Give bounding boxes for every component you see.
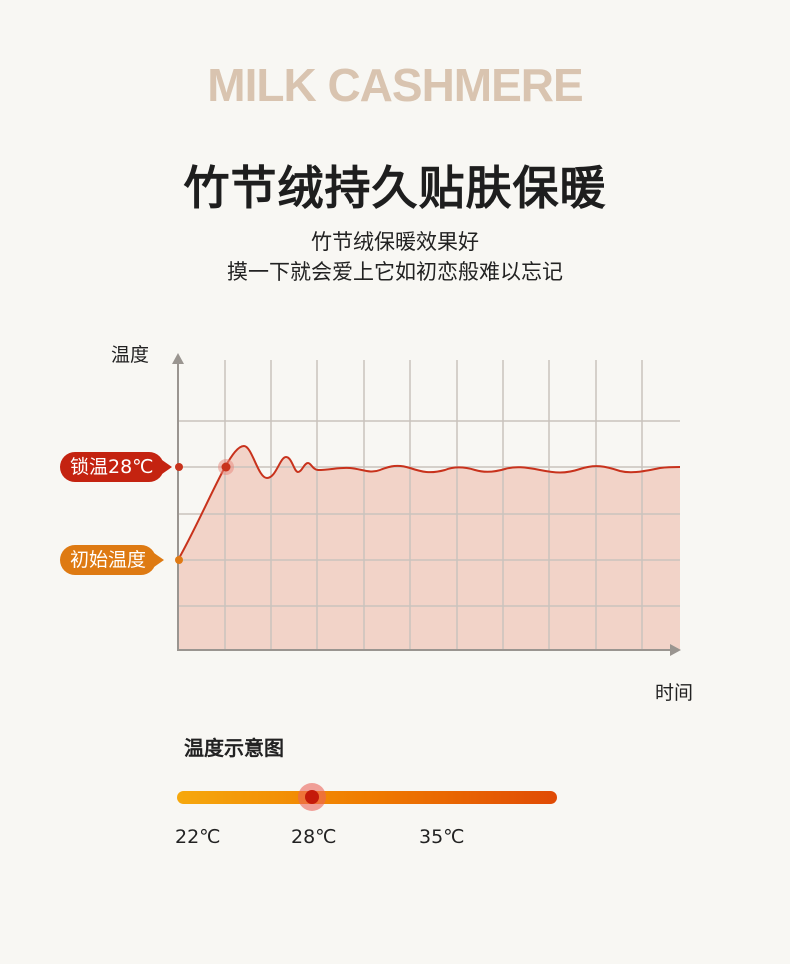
scale-title: 温度示意图 xyxy=(184,736,284,760)
lock-temperature-tag: 锁温28℃ xyxy=(60,452,171,482)
temperature-diagram xyxy=(172,353,681,656)
initial-axis-dot xyxy=(175,556,183,564)
page-title: 竹节绒持久贴肤保暖 xyxy=(183,161,607,215)
lock-axis-dot xyxy=(175,463,183,471)
brand-logo-text: MILK CASHMERE xyxy=(207,59,583,111)
x-axis-arrow-icon xyxy=(670,644,681,656)
scale-marker xyxy=(305,790,319,804)
y-axis-arrow-icon xyxy=(172,353,184,364)
scale-label-28: 28℃ xyxy=(291,826,337,848)
scale-label-22: 22℃ xyxy=(175,826,221,848)
temperature-curve xyxy=(177,444,681,561)
axes xyxy=(177,362,672,651)
x-axis-label: 时间 xyxy=(655,682,694,704)
lock-point xyxy=(221,462,231,472)
area-fill xyxy=(178,446,680,650)
temperature-scale-bar xyxy=(177,791,557,804)
y-axis-label: 温度 xyxy=(111,344,150,366)
grid-lines xyxy=(178,360,680,650)
scale-label-35: 35℃ xyxy=(419,826,465,848)
initial-temperature-tag: 初始温度 xyxy=(60,545,165,575)
subtitle-line-2: 摸一下就会爱上它如初恋般难以忘记 xyxy=(227,260,563,284)
subtitle-line-1: 竹节绒保暖效果好 xyxy=(311,230,479,254)
